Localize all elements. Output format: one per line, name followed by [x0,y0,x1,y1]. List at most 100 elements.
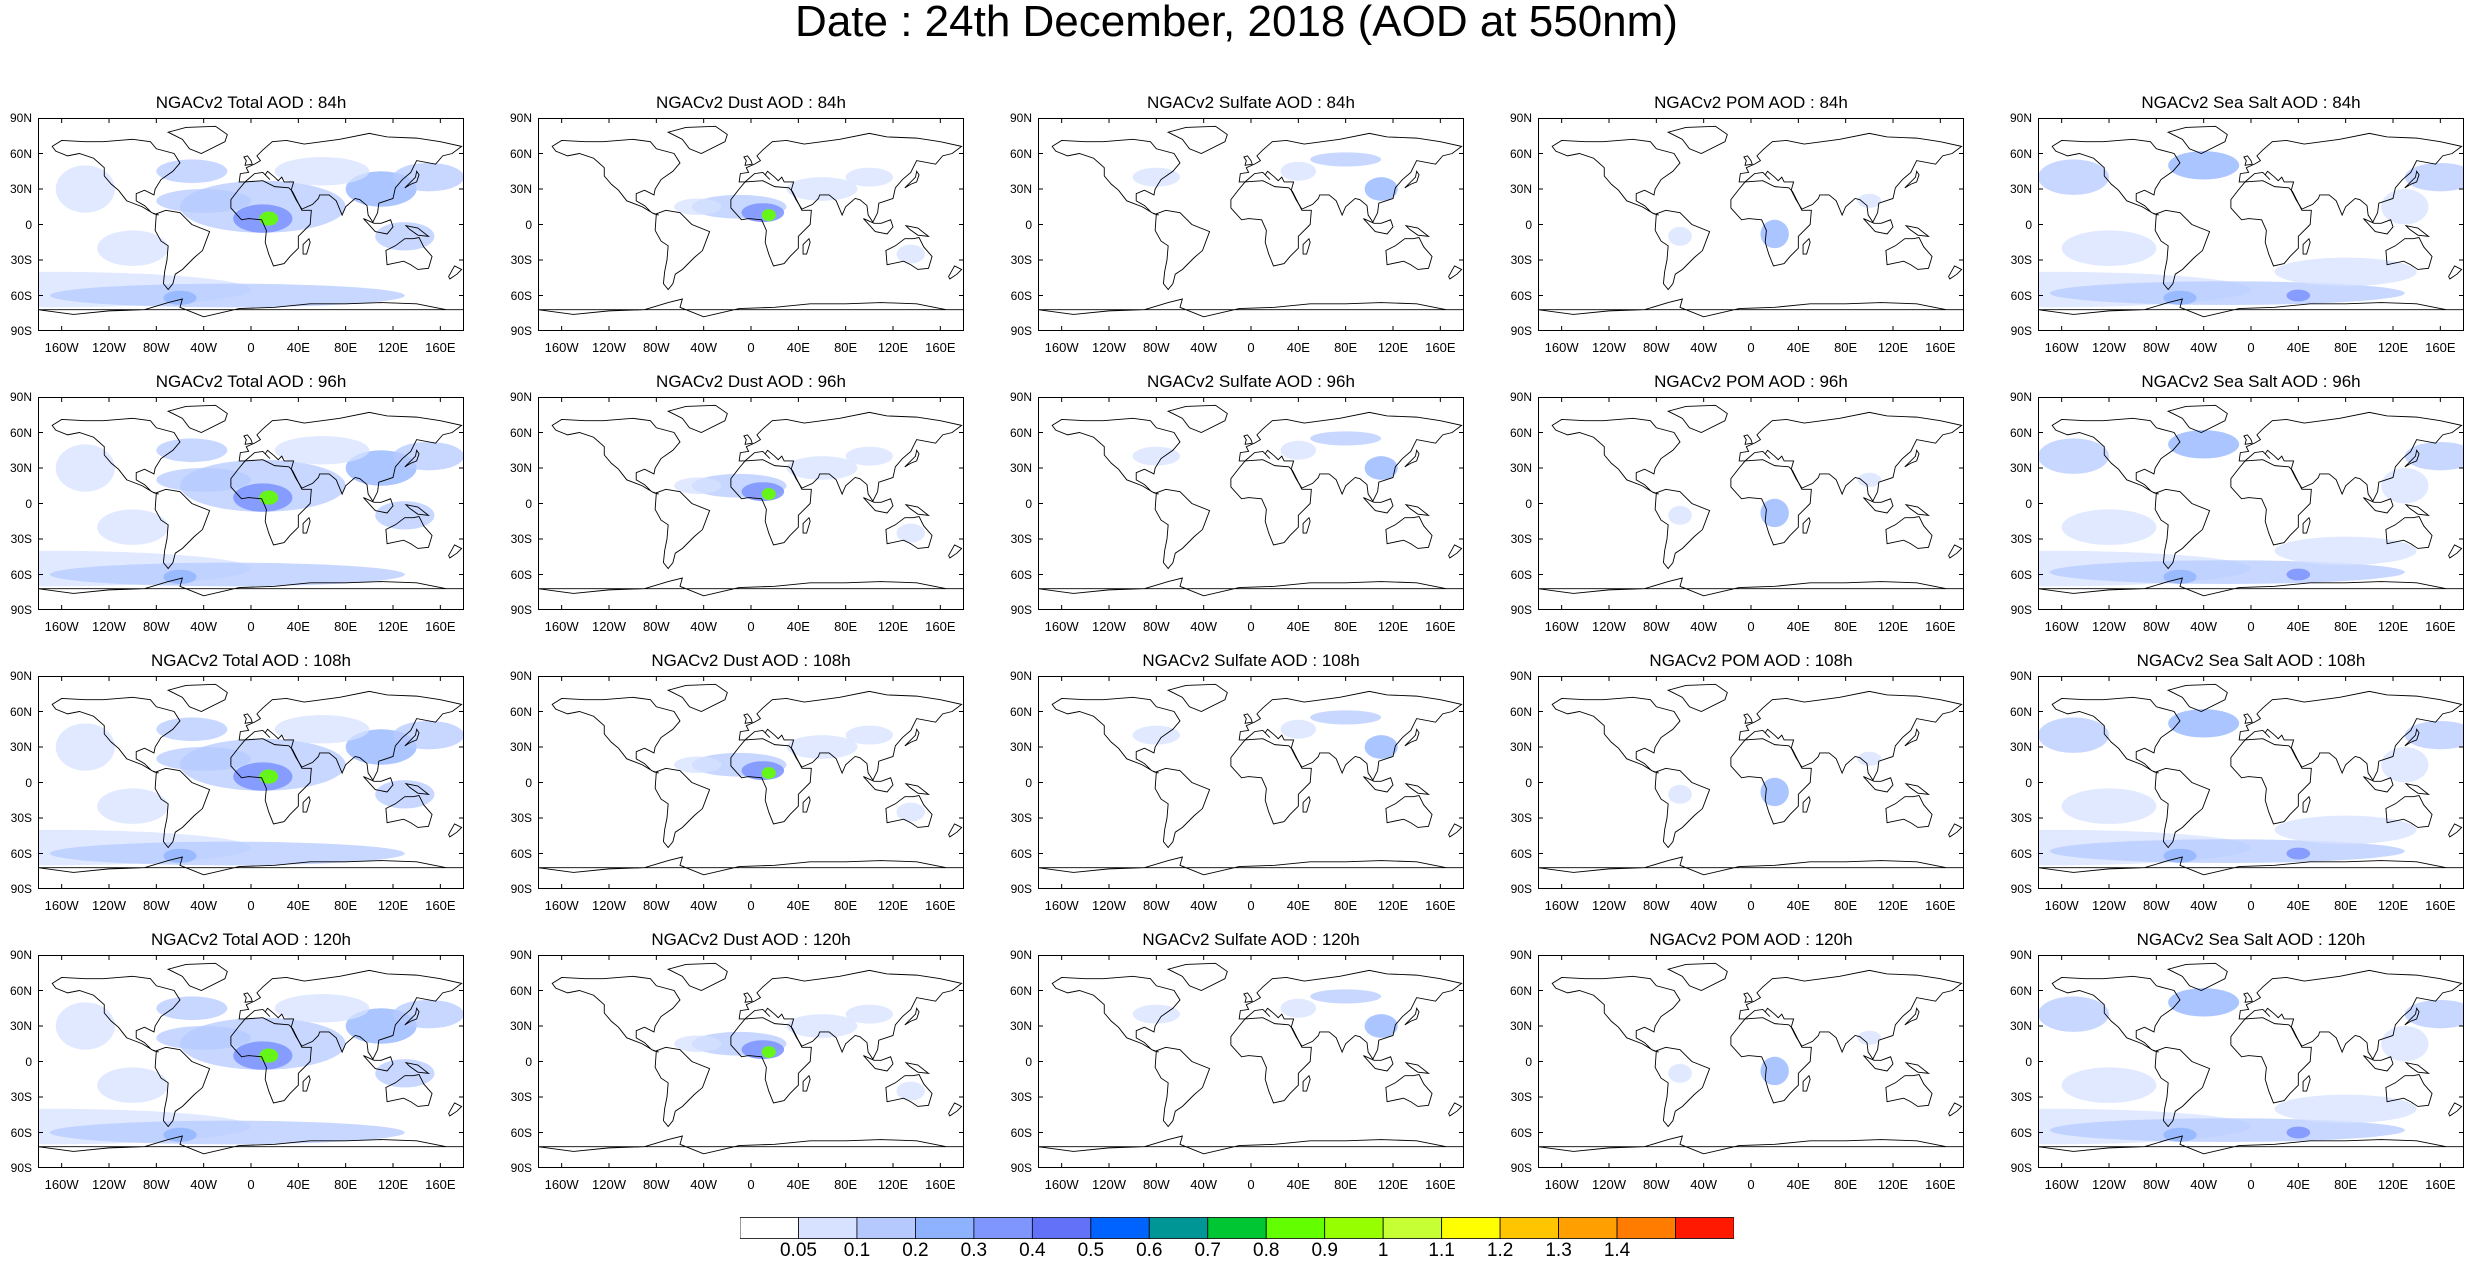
coastline [863,218,894,235]
aerosol-plume [2404,162,2464,192]
colorbar-level-label: 0.3 [960,1240,988,1261]
map-plot [2038,676,2464,889]
lon-tick-label: 120W [2092,340,2126,355]
lat-tick-label: 60N [9,425,32,440]
aerosol-plume [2061,788,2157,824]
lat-tick-label: 90S [1510,1161,1532,1175]
lon-tick-label: 160E [1925,340,1956,355]
lon-tick-label: 80E [1834,898,1858,913]
lat-tick-label: 90S [1010,1161,1032,1175]
map-plot [538,118,964,331]
aerosol-plume [393,720,464,750]
lon-tick-label: 160E [425,619,456,634]
lat-tick-label: 90N [9,948,32,962]
coastline [730,738,812,825]
coastline [863,497,894,514]
lat-tick-label: 90N [9,390,32,404]
lat-tick-label: 30N [2009,1019,2032,1033]
map-panel: NGACv2 Sulfate AOD : 96h 90N 60N 30N 0 30S 60S… [1010,372,1464,634]
lon-tick-label: 40E [1286,1177,1310,1192]
coastline [1538,577,1964,597]
map-panel: NGACv2 POM AOD : 120h 90N 60N 30N 0 30S 60S 90S… [1510,930,1964,1192]
coastline [1551,138,1681,216]
coastline [1385,516,1433,549]
panel-title: NGACv2 Total AOD : 120h [150,930,351,949]
lon-tick-label: 80E [1834,1177,1858,1192]
coastline [2154,488,2211,570]
coastline [1551,975,1681,1053]
coastline [2038,577,2464,597]
aerosol-plume [674,756,722,774]
aerosol-plume [2274,536,2417,566]
coastline [1863,218,1894,235]
lat-tick-label: 90S [2010,882,2032,896]
lon-tick-label: 40E [786,619,810,634]
lon-tick-label: 40W [1190,340,1218,355]
lon-tick-label: 40E [286,619,310,634]
coastline [2238,411,2463,503]
coastline [238,132,463,224]
aerosol-plume [1760,1056,1789,1086]
panel-title: NGACv2 Sea Salt AOD : 108h [2136,651,2366,670]
aerosol-plume [156,189,251,213]
coastline [1738,690,1963,782]
lat-tick-label: 60S [1510,846,1532,861]
coastline [448,823,463,838]
coastline [1904,170,1920,189]
coastline [904,224,931,237]
coastline [1302,237,1311,255]
lon-tick-label: 120E [1877,898,1909,913]
lon-tick-label: 80W [642,340,670,355]
panel-title: NGACv2 Sulfate AOD : 108h [1142,651,1360,670]
coastline [1738,411,1963,503]
lon-tick-label: 80E [334,340,358,355]
aerosol-plume [1310,989,1382,1004]
coastline [2404,1061,2431,1074]
colorbar-level-label: 0.7 [1194,1240,1221,1261]
coastline [2166,962,2228,991]
coastline [904,728,920,747]
coastline [1404,728,1420,747]
lon-tick-label: 40E [1786,1177,1810,1192]
lon-tick-label: 80W [1642,619,1670,634]
coastline [154,488,211,570]
lat-tick-label: 60S [510,567,532,582]
coastline [666,683,728,712]
lat-tick-label: 30S [10,1090,32,1104]
lon-tick-label: 160W [44,898,79,913]
aerosol-plume [1760,219,1789,249]
lon-tick-label: 120W [592,898,626,913]
lon-tick-label: 120W [92,340,126,355]
coastline [2238,969,2463,1061]
lon-tick-label: 40E [1786,340,1810,355]
aerosol-plume [156,159,228,184]
coastline [243,155,253,166]
coastline [2363,497,2394,514]
colorbar-swatch [1265,1217,1326,1239]
coastline [1743,713,1753,724]
lat-tick-label: 30N [1009,1019,1032,1033]
lat-tick-label: 60N [2009,983,2032,998]
coastline [1154,488,1211,570]
aerosol-plume [259,1048,279,1063]
lat-tick-label: 0 [2025,775,2032,790]
lon-tick-label: 120E [877,1177,909,1192]
lat-tick-label: 90N [509,669,532,683]
coastline [885,237,933,270]
aerosol-plume [2381,189,2429,225]
lat-tick-label: 60N [509,983,532,998]
coastline [730,180,812,267]
lon-tick-label: 80W [2142,619,2170,634]
lat-tick-label: 90S [2010,603,2032,617]
aerosol-plume [2038,438,2109,474]
lon-tick-label: 80W [2142,340,2170,355]
lon-tick-label: 120E [377,340,409,355]
panel-title: NGACv2 Dust AOD : 120h [651,930,851,949]
coastline [948,1102,963,1117]
lat-tick-label: 60S [1010,846,1032,861]
lon-tick-label: 160E [425,1177,456,1192]
lat-tick-label: 60N [9,146,32,161]
aerosol-plume [786,1014,858,1038]
lon-tick-label: 0 [247,340,255,355]
coastline [885,795,933,828]
